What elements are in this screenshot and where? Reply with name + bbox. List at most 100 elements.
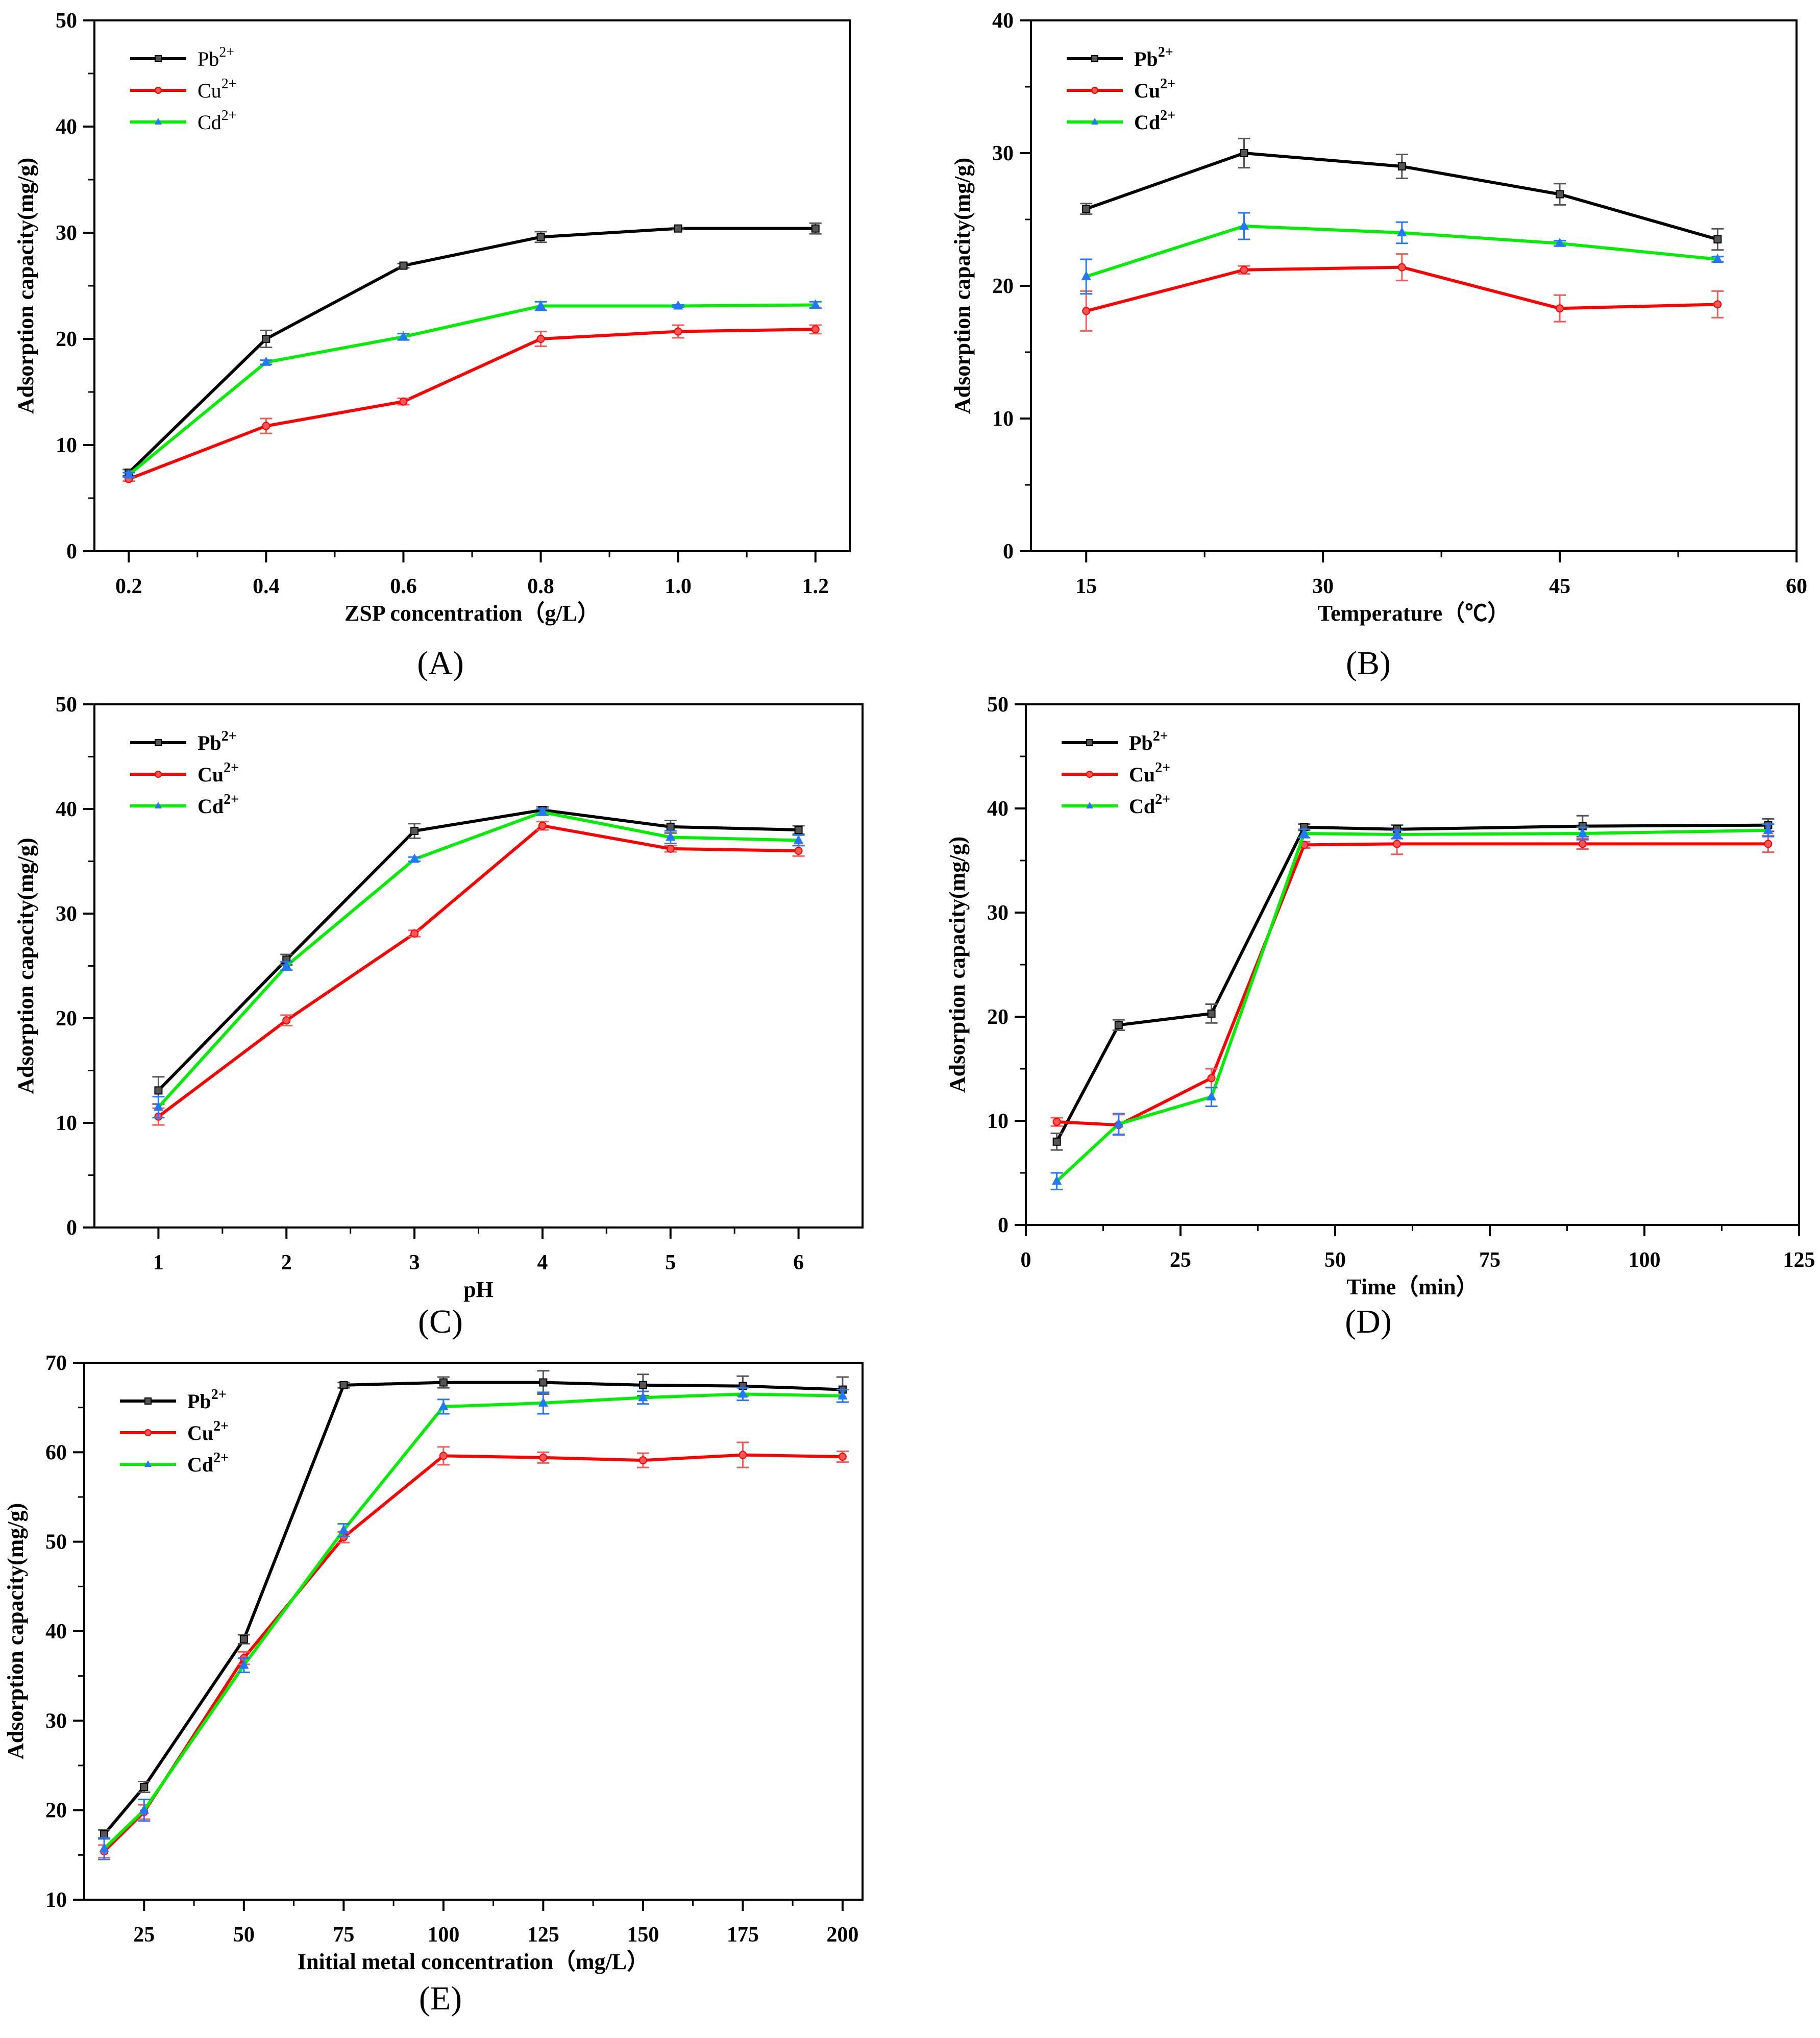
y-tick-label: 10 [45,1888,67,1912]
data-point [399,397,408,406]
data-point [439,1452,448,1460]
legend: Pb2+ Cu2+ Cd2+ [130,44,236,134]
series-cu [98,1441,849,1859]
series-pb [122,222,822,477]
y-tick-label: 50 [56,9,77,33]
legend-label: Cd2+ [187,1450,229,1476]
x-tick-label: 15 [1075,575,1097,598]
data-point [1240,149,1248,157]
x-tick-label: 1 [153,1251,164,1274]
y-tick-label: 40 [987,797,1009,821]
data-point [1397,263,1406,272]
data-point [410,827,419,836]
data-point [1082,205,1091,213]
data-point [1578,827,1588,837]
data-point [1052,1118,1061,1126]
x-tick-label: 3 [409,1251,420,1274]
y-tick-label: 20 [987,1005,1009,1029]
data-point [1713,235,1722,243]
series-line [128,303,816,476]
data-point [674,224,682,233]
y-tick-label: 40 [45,1620,67,1643]
series-line [157,811,799,1109]
y-tick-label: 0 [1003,540,1014,563]
data-point [838,1453,847,1461]
legend-label: Cu2+ [198,760,239,786]
data-point [1239,220,1249,230]
data-point [638,1381,647,1389]
x-tick-label: 0.2 [115,575,142,598]
x-axis-label: Initial metal concentration（mg/L） [298,1949,649,1974]
legend-label: Cd2+ [1129,792,1170,818]
y-axis-label: Adsorption capacity(mg/g) [13,838,38,1094]
data-point [154,1086,163,1095]
panel-label-d: (D) [1345,1303,1392,1340]
y-tick-label: 0 [998,1214,1009,1237]
y-tick-label: 40 [56,798,77,821]
data-point [739,1451,747,1459]
y-tick-label: 10 [56,434,77,457]
panel-label-b: (B) [1346,645,1391,682]
series-pb [1050,815,1775,1151]
series-line [157,824,799,1118]
y-tick-label: 20 [56,328,77,351]
y-axis-label: Adsorption capacity(mg/g) [945,837,970,1093]
data-point [1555,237,1565,247]
y-tick-label: 10 [987,1110,1009,1133]
data-point [99,1843,109,1853]
data-point [537,806,548,816]
y-tick-label: 50 [45,1531,67,1554]
data-point [1207,1009,1216,1018]
y-tick-label: 20 [45,1799,67,1823]
data-point [539,1453,548,1462]
series-pb [152,806,805,1105]
x-tick-label: 100 [1629,1248,1661,1272]
series-cd [152,806,805,1119]
y-tick-label: 50 [56,693,77,717]
x-tick-label: 6 [793,1251,804,1274]
data-point [153,1101,164,1111]
legend-label: Pb2+ [1134,44,1173,70]
data-point [838,1390,848,1399]
x-tick-label: 0 [1021,1248,1031,1272]
legend: Pb2+ Cu2+ Cd2+ [1062,728,1170,818]
x-tick-label: 4 [537,1251,548,1274]
x-tick-label: 175 [727,1923,759,1947]
x-tick-label: 75 [333,1923,354,1947]
y-tick-label: 70 [45,1352,67,1375]
data-point [1051,1175,1062,1185]
data-point [281,960,291,970]
data-point [536,233,545,241]
chart-e: 25 50 75 100 125 150 175 200 10 20 30 40 50 60 70 Initi… [3,1352,864,1974]
legend-label: Cd2+ [1134,108,1175,134]
chart-d: 0 25 50 75 100 12501020304050Time（min）Adsorpt… [945,693,1815,1299]
x-tick-label: 0.4 [253,575,280,598]
data-point [261,356,272,366]
legend-label: Cu2+ [1134,76,1175,102]
x-axis-label: pH [463,1277,494,1302]
y-tick-label: 30 [45,1709,67,1733]
data-point [239,1635,248,1643]
x-tick-label: 0.6 [390,575,417,598]
y-tick-label: 0 [66,540,77,563]
y-tick-label: 40 [992,9,1014,33]
series-cd [122,299,822,479]
data-point [538,821,547,830]
data-point [399,261,408,270]
data-point [1393,840,1401,848]
x-tick-label: 30 [1312,575,1334,598]
x-tick-label: 125 [1783,1248,1815,1272]
legend-label: Cu2+ [1129,760,1170,786]
chart-a: 0.2 0.4 0.6 0.8 1.0 1.2 0 10 20 30 40 50 ZSP concent… [13,9,851,626]
series-line [1056,842,1768,1127]
legend-label: Cd2+ [198,792,239,818]
data-point [262,422,270,430]
data-point [438,1401,449,1410]
y-tick-label: 30 [56,222,77,245]
data-point [282,1016,291,1025]
data-point [794,847,803,855]
data-point [536,335,545,343]
data-point [410,929,419,938]
data-point [1206,1091,1217,1101]
